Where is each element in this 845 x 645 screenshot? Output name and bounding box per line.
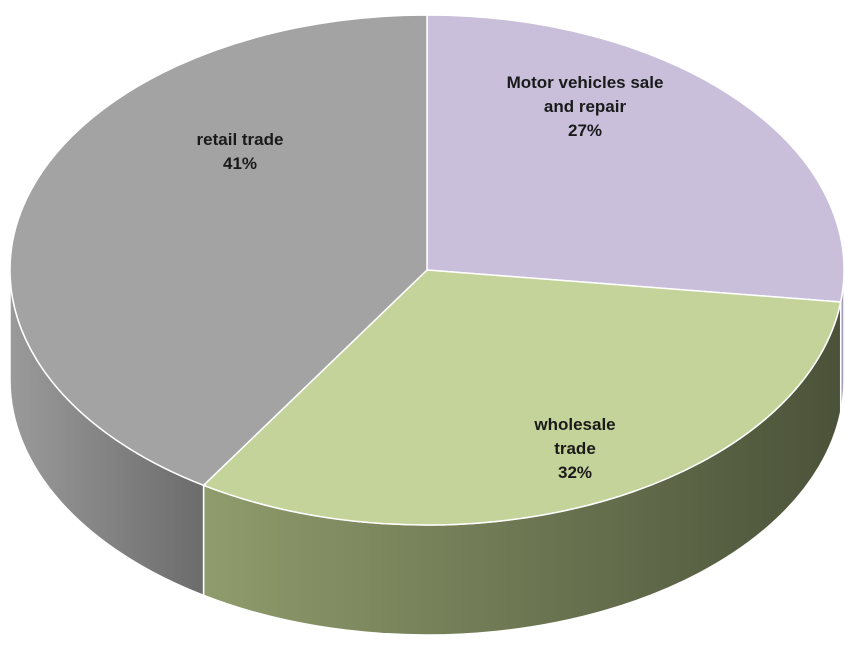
pie-slice-3 (9, 14, 428, 487)
pie-labels: Motor vehicles sale and repair 27% wholesal… (197, 73, 664, 482)
slice-value-text: 32% (558, 463, 592, 482)
pie-slice-1 (426, 14, 845, 303)
pie-slice-2 (202, 269, 842, 526)
slice-label-text: trade (554, 439, 596, 458)
slice-label-text: wholesale (533, 415, 615, 434)
slice-label-text: retail trade (197, 130, 284, 149)
slice-label-text: and repair (544, 97, 627, 116)
slice-label-2: wholesale trade 32% (533, 415, 615, 482)
slice-value-text: 27% (568, 121, 602, 140)
pie-tops (9, 14, 845, 526)
slice-label-3: retail trade 41% (197, 130, 284, 173)
slice-label-1: Motor vehicles sale and repair 27% (507, 73, 664, 140)
slice-label-text: Motor vehicles sale (507, 73, 664, 92)
slice-value-text: 41% (223, 154, 257, 173)
